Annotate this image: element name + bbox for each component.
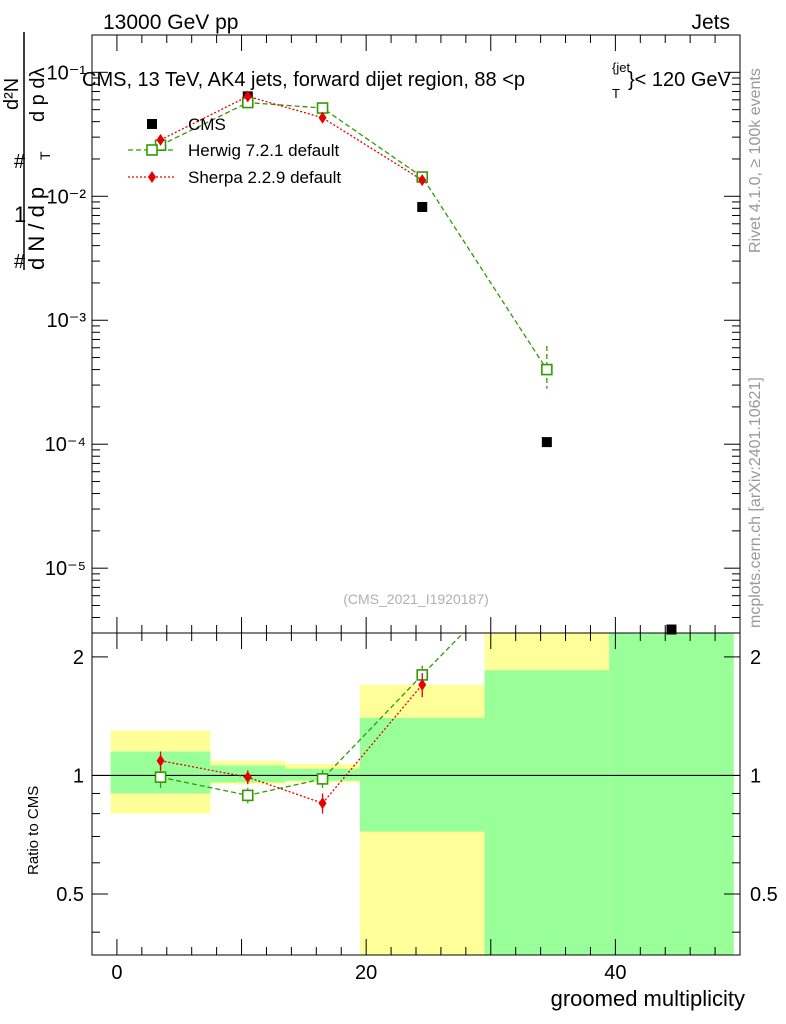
cms-legend-label: CMS xyxy=(188,115,226,134)
herwig-main-point xyxy=(541,363,553,376)
svg-text:d²N: d²N xyxy=(1,78,23,110)
sherpa-ratio-point xyxy=(418,678,427,691)
svg-text:CMS, 13 TeV, AK4 jets, forward: CMS, 13 TeV, AK4 jets, forward dijet reg… xyxy=(82,69,525,91)
sherpa-main-point xyxy=(243,90,252,103)
ratio-ytick-label: 1 xyxy=(73,765,84,787)
main-data xyxy=(154,90,677,635)
main-y-axis-label: # 1 d N / d p T # d²N d p dλ xyxy=(1,32,53,273)
main-axes: 10⁻⁵10⁻⁴10⁻³10⁻²10⁻¹1 xyxy=(45,34,741,634)
band-green-5 xyxy=(609,633,734,955)
ratio-ytick-label-right: 2 xyxy=(750,647,761,669)
analysis-watermark: (CMS_2021_I1920187) xyxy=(343,591,489,607)
svg-text:T: T xyxy=(612,86,620,101)
sherpa-ratio-point xyxy=(318,797,327,810)
sherpa-main-point xyxy=(418,174,427,187)
main-ytick-label: 10⁻⁴ xyxy=(45,434,86,456)
ratio-y-axis-label: Ratio to CMS xyxy=(25,786,42,875)
sherpa-legend-label: Sherpa 2.2.9 default xyxy=(188,168,341,187)
svg-text:d N / d p: d N / d p xyxy=(24,187,49,270)
svg-text:#: # xyxy=(14,251,26,273)
main-ytick-label: 10⁻³ xyxy=(47,310,87,332)
sherpa-ratio-point xyxy=(243,771,252,784)
ratio-xtick-label: 20 xyxy=(355,962,377,984)
main-ytick-label: 10⁻⁵ xyxy=(45,558,86,580)
sherpa-main-point xyxy=(156,133,165,146)
main-ytick-label: 10⁻² xyxy=(47,186,87,208)
herwig-ratio-line xyxy=(160,633,465,797)
ratio-data xyxy=(154,633,465,814)
ratio-ytick-label-right: 1 xyxy=(750,765,761,787)
herwig-ratio-point xyxy=(154,771,167,783)
ratio-ytick-label: 2 xyxy=(73,647,84,669)
rivet-label: Rivet 4.1.0, ≥ 100k events xyxy=(747,68,764,253)
mcplots-label: mcplots.cern.ch [arXiv:2401.10621] xyxy=(747,377,764,628)
svg-text:T: T xyxy=(37,151,53,160)
herwig-ratio-point xyxy=(241,789,254,802)
header-left: 13000 GeV pp xyxy=(103,11,238,34)
svg-text:{jet: {jet xyxy=(612,60,630,75)
cms-main-point xyxy=(666,624,677,635)
band-green-3 xyxy=(359,717,485,832)
ratio-axes: 0 20 40 0.5 0.5 1 1 2 2 xyxy=(56,633,778,984)
sherpa-legend-marker xyxy=(148,171,156,183)
svg-text:1: 1 xyxy=(14,202,26,227)
sherpa-main-line xyxy=(160,95,423,181)
main-title: CMS, 13 TeV, AK4 jets, forward dijet reg… xyxy=(82,60,732,101)
x-axis-label: groomed multiplicity xyxy=(551,986,745,1011)
cms-main-point xyxy=(541,437,552,448)
legend: CMS Herwig 7.2.1 default Sherpa 2.2.9 defa… xyxy=(128,115,341,187)
ratio-ytick-label-right: 0.5 xyxy=(750,884,778,906)
herwig-main-point xyxy=(316,102,329,114)
ratio-ytick-label: 0.5 xyxy=(56,884,84,906)
cms-legend-marker xyxy=(147,119,157,129)
svg-text:d p dλ: d p dλ xyxy=(27,68,49,122)
herwig-ratio-point xyxy=(316,773,329,785)
svg-text:#: # xyxy=(14,151,26,173)
ratio-data-clipped xyxy=(154,633,465,814)
herwig-legend-label: Herwig 7.2.1 default xyxy=(188,141,339,160)
band-green-4 xyxy=(484,670,610,955)
ratio-frame xyxy=(91,632,741,956)
sherpa-ratio-line xyxy=(160,684,423,805)
herwig-legend-marker xyxy=(146,144,158,156)
sherpa-main-point xyxy=(318,111,327,124)
svg-text:}< 120 GeV: }< 120 GeV xyxy=(628,69,732,91)
sherpa-ratio-point xyxy=(156,754,165,767)
ratio-xtick-label: 40 xyxy=(604,962,626,984)
ratio-bands xyxy=(92,633,740,955)
header-right: Jets xyxy=(691,11,730,34)
ratio-xtick-label: 0 xyxy=(111,962,122,984)
main-ytick-label: 10⁻¹ xyxy=(47,62,87,84)
cms-main-point xyxy=(417,201,428,212)
